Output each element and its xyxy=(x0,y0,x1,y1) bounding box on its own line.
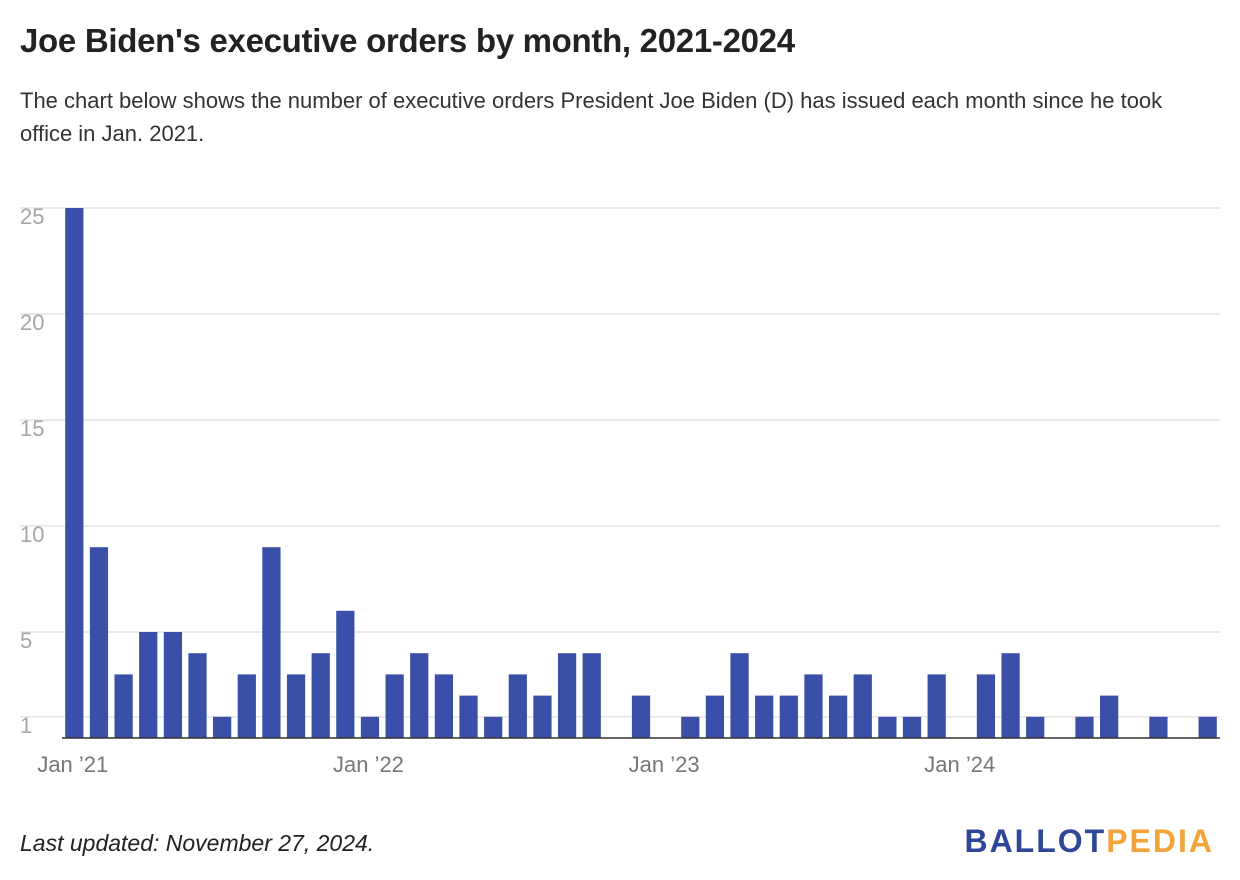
logo-ballot-text: BALLOT xyxy=(964,823,1107,859)
bar-46 xyxy=(1198,716,1217,738)
last-updated-note: Last updated: November 27, 2024. xyxy=(20,830,375,856)
logo-pedia-text: PEDIA xyxy=(1106,823,1214,859)
chart-subtitle: The chart below shows the number of exec… xyxy=(20,88,1163,146)
y-tick-label-5: 5 xyxy=(20,628,32,653)
bar-23 xyxy=(631,695,651,738)
bar-39 xyxy=(1026,716,1045,738)
x-tick-label-24: Jan ’23 xyxy=(629,752,700,777)
bar-5 xyxy=(188,653,207,738)
x-tick-label-0: Jan ’21 xyxy=(37,752,108,777)
bar-17 xyxy=(484,716,503,738)
bar-0 xyxy=(65,208,84,738)
bar-20 xyxy=(557,653,577,738)
ballotpedia-logo: BALLOTPEDIA xyxy=(964,823,1214,860)
bar-37 xyxy=(976,674,996,738)
bar-2 xyxy=(114,674,133,738)
x-tick-label-12: Jan ’22 xyxy=(333,752,404,777)
bar-16 xyxy=(459,695,478,738)
bar-11 xyxy=(336,610,355,738)
y-tick-label-15: 15 xyxy=(20,416,44,441)
y-tick-label-20: 20 xyxy=(20,310,44,335)
bar-3 xyxy=(139,632,158,738)
bar-28 xyxy=(755,695,774,738)
bar-25 xyxy=(681,716,700,738)
bar-14 xyxy=(410,653,429,738)
bar-35 xyxy=(927,674,946,738)
bars xyxy=(65,208,1217,738)
bar-13 xyxy=(385,674,404,738)
y-tick-label-10: 10 xyxy=(20,522,44,547)
bar-34 xyxy=(902,716,922,738)
bar-30 xyxy=(804,674,823,738)
bar-12 xyxy=(360,716,380,738)
x-axis-ticks: Jan ’21 Jan ’22 Jan ’23 Jan ’24 xyxy=(37,752,995,777)
y-tick-label-1: 1 xyxy=(20,713,32,738)
y-tick-label-25: 25 xyxy=(20,204,44,229)
bar-27 xyxy=(730,653,749,738)
bar-29 xyxy=(779,695,798,738)
bar-31 xyxy=(828,695,848,738)
bar-44 xyxy=(1149,716,1168,738)
bar-10 xyxy=(311,653,330,738)
bar-33 xyxy=(878,716,897,738)
x-tick-label-36: Jan ’24 xyxy=(924,752,995,777)
bar-1 xyxy=(89,547,109,738)
bar-21 xyxy=(582,653,601,738)
bar-6 xyxy=(213,716,232,738)
bar-41 xyxy=(1075,716,1094,738)
bar-8 xyxy=(262,547,281,738)
bar-15 xyxy=(434,674,454,738)
bar-38 xyxy=(1001,653,1020,738)
bar-26 xyxy=(705,695,725,738)
bar-19 xyxy=(533,695,552,738)
bar-42 xyxy=(1100,695,1119,738)
grid-lines xyxy=(20,207,1220,718)
bar-9 xyxy=(286,674,306,738)
bar-7 xyxy=(237,674,256,738)
bar-4 xyxy=(163,632,182,738)
bar-18 xyxy=(508,674,527,738)
bar-32 xyxy=(853,674,872,738)
chart-title: Joe Biden's executive orders by month, 2… xyxy=(20,22,795,59)
